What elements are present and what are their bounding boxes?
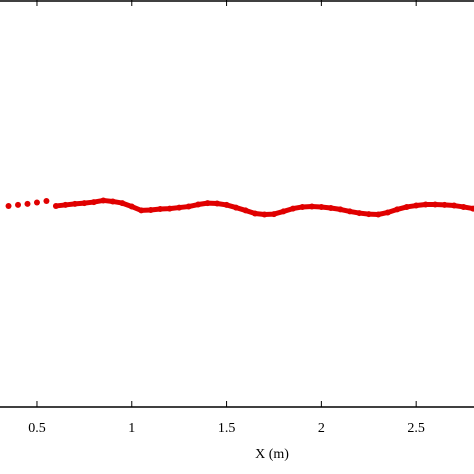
- point-trace: [53, 197, 474, 217]
- x-axis-label: X (m): [255, 447, 289, 462]
- x-tick-label: 1: [128, 421, 135, 436]
- x-tick-label: 2: [318, 421, 325, 436]
- point: [33, 199, 40, 206]
- point: [43, 198, 50, 205]
- point: [15, 201, 22, 208]
- x-tick-label: 1.5: [218, 421, 236, 436]
- point: [5, 202, 12, 209]
- point: [24, 200, 31, 207]
- x-tick-label: 0.5: [28, 421, 46, 436]
- x-tick-label: 2.5: [407, 421, 425, 436]
